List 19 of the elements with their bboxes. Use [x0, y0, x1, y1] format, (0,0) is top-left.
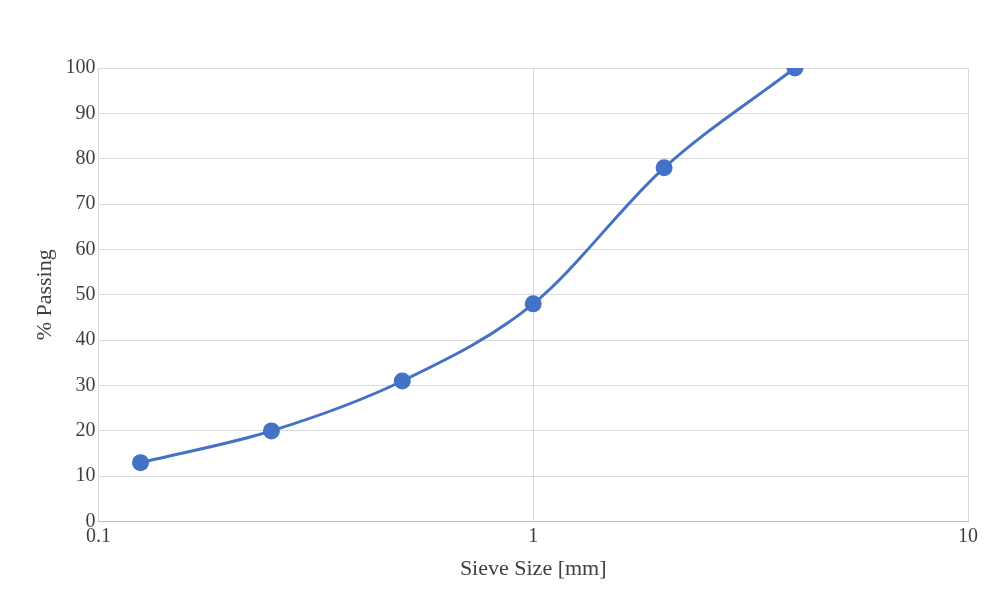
point: [132, 454, 150, 472]
y-tick-label: 80: [75, 145, 96, 168]
point: [393, 372, 411, 390]
y-tick-label: 100: [65, 55, 96, 78]
point: [655, 159, 673, 177]
point: [524, 295, 542, 313]
y-axis-title: % Passing: [30, 249, 56, 341]
x-tick-label: 1: [528, 523, 539, 546]
y-tick-label: 10: [75, 463, 96, 486]
y-tick-label: 70: [75, 191, 96, 214]
x-axis-title: Sieve Size [mm]: [459, 554, 607, 580]
y-tick-label: 20: [75, 418, 96, 441]
y-tick-label: 30: [75, 372, 96, 395]
y-tick-label: 60: [75, 236, 96, 259]
point: [262, 422, 280, 440]
y-tick-label: 50: [75, 282, 96, 305]
y-tick-label: 90: [75, 100, 96, 123]
x-tick-label: 10: [958, 523, 978, 546]
y-tick-label: 40: [75, 327, 96, 350]
